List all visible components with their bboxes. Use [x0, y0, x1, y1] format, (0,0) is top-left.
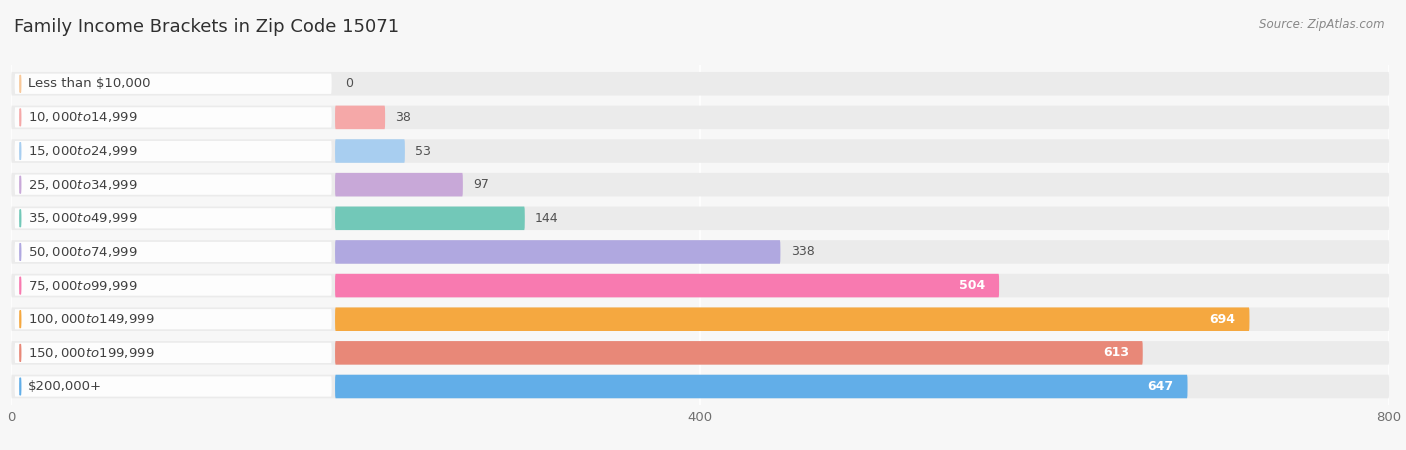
Text: $75,000 to $99,999: $75,000 to $99,999 [28, 279, 138, 292]
FancyBboxPatch shape [14, 275, 332, 296]
Text: Source: ZipAtlas.com: Source: ZipAtlas.com [1260, 18, 1385, 31]
Text: $10,000 to $14,999: $10,000 to $14,999 [28, 110, 138, 124]
Text: 694: 694 [1209, 313, 1236, 326]
Text: 144: 144 [536, 212, 558, 225]
FancyBboxPatch shape [11, 173, 1389, 197]
Text: $50,000 to $74,999: $50,000 to $74,999 [28, 245, 138, 259]
FancyBboxPatch shape [335, 240, 780, 264]
FancyBboxPatch shape [11, 240, 1389, 264]
Text: 504: 504 [959, 279, 986, 292]
Text: $15,000 to $24,999: $15,000 to $24,999 [28, 144, 138, 158]
FancyBboxPatch shape [14, 208, 332, 229]
FancyBboxPatch shape [14, 376, 332, 396]
FancyBboxPatch shape [14, 343, 332, 363]
FancyBboxPatch shape [14, 175, 332, 195]
Text: 338: 338 [790, 245, 814, 258]
FancyBboxPatch shape [14, 309, 332, 329]
Text: $100,000 to $149,999: $100,000 to $149,999 [28, 312, 155, 326]
FancyBboxPatch shape [335, 106, 385, 129]
Text: $150,000 to $199,999: $150,000 to $199,999 [28, 346, 155, 360]
FancyBboxPatch shape [335, 274, 1000, 297]
FancyBboxPatch shape [335, 207, 524, 230]
Text: Family Income Brackets in Zip Code 15071: Family Income Brackets in Zip Code 15071 [14, 18, 399, 36]
Text: 38: 38 [395, 111, 412, 124]
Text: $25,000 to $34,999: $25,000 to $34,999 [28, 178, 138, 192]
FancyBboxPatch shape [11, 106, 1389, 129]
FancyBboxPatch shape [335, 375, 1188, 398]
Text: 97: 97 [474, 178, 489, 191]
Text: 0: 0 [346, 77, 353, 90]
Text: $200,000+: $200,000+ [28, 380, 101, 393]
FancyBboxPatch shape [14, 74, 332, 94]
Text: 53: 53 [415, 144, 432, 158]
FancyBboxPatch shape [11, 207, 1389, 230]
Text: Less than $10,000: Less than $10,000 [28, 77, 150, 90]
FancyBboxPatch shape [14, 141, 332, 161]
Text: $35,000 to $49,999: $35,000 to $49,999 [28, 212, 138, 225]
FancyBboxPatch shape [335, 173, 463, 197]
FancyBboxPatch shape [11, 341, 1389, 365]
FancyBboxPatch shape [14, 242, 332, 262]
FancyBboxPatch shape [11, 274, 1389, 297]
FancyBboxPatch shape [335, 307, 1250, 331]
Text: 613: 613 [1102, 346, 1129, 360]
FancyBboxPatch shape [11, 375, 1389, 398]
FancyBboxPatch shape [14, 107, 332, 127]
Text: 647: 647 [1147, 380, 1174, 393]
FancyBboxPatch shape [11, 72, 1389, 95]
FancyBboxPatch shape [335, 139, 405, 163]
FancyBboxPatch shape [335, 341, 1143, 365]
FancyBboxPatch shape [11, 139, 1389, 163]
FancyBboxPatch shape [11, 307, 1389, 331]
